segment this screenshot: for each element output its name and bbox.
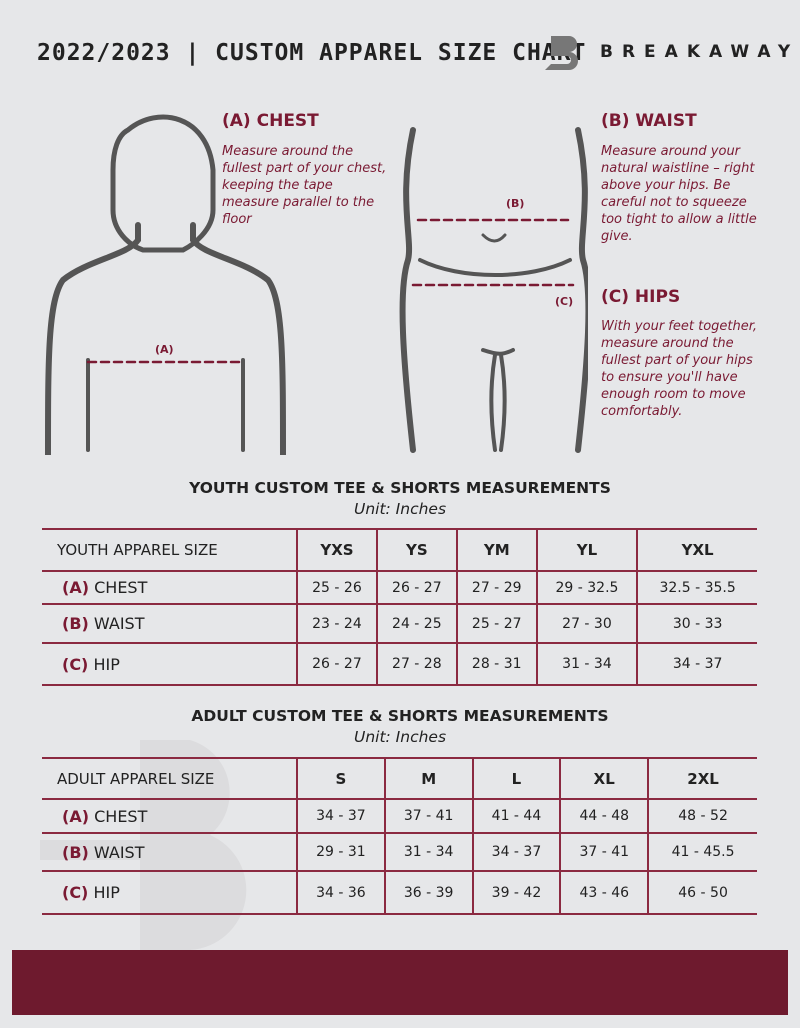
adult-section-title: ADULT CUSTOM TEE & SHORTS MEASUREMENTS — [191, 707, 609, 725]
measurement-value: 23 - 24 — [296, 603, 377, 644]
measurement-value: 24 - 25 — [375, 603, 457, 644]
youth-section-title: YOUTH CUSTOM TEE & SHORTS MEASUREMENTS — [189, 479, 611, 497]
measurement-label: (C) HIP — [42, 870, 297, 915]
page-title: 2022/2023 | CUSTOM APPAREL SIZE CHART — [37, 40, 587, 66]
measurement-value: 34 - 37 — [471, 832, 561, 872]
measurement-value: 48 - 52 — [647, 798, 757, 834]
size-header: S — [296, 757, 385, 800]
header-label: YOUTH APPAREL SIZE — [42, 528, 297, 572]
measurement-value: 26 - 27 — [375, 570, 457, 605]
measurement-tag: (B) — [62, 614, 89, 633]
table-row: (C) HIP 26 - 27 27 - 28 28 - 31 31 - 34 34 - … — [42, 642, 757, 686]
measurement-name: HIP — [93, 654, 120, 674]
size-header: 2XL — [647, 757, 757, 800]
measurement-value: 39 - 42 — [471, 870, 561, 915]
measurement-value: 34 - 37 — [296, 798, 385, 834]
table-header-row: ADULT APPAREL SIZE S M L XL 2XL — [42, 757, 757, 800]
size-header: YS — [375, 528, 457, 572]
hips-description: With your feet together, measure around … — [601, 319, 758, 419]
table-row: (A) CHEST 34 - 37 37 - 41 41 - 44 44 - 48 48 … — [42, 798, 757, 834]
measurement-value: 37 - 41 — [559, 832, 649, 872]
youth-unit: Unit: Inches — [353, 500, 447, 518]
measurement-value: 46 - 50 — [647, 870, 757, 915]
size-header: XL — [559, 757, 649, 800]
hips-heading: (C) HIPS — [601, 287, 681, 307]
measurement-tag: (C) — [62, 654, 89, 674]
measurement-tag: (C) — [62, 883, 89, 902]
measurement-value: 31 - 34 — [535, 642, 638, 686]
waist-description: Measure around your natural waistline – … — [601, 144, 757, 244]
size-header: YXL — [636, 528, 757, 572]
measurement-value: 34 - 36 — [296, 870, 385, 915]
measurement-value: 28 - 31 — [455, 642, 537, 686]
youth-size-table: YOUTH APPAREL SIZE YXS YS YM YL YXL (A) CHES… — [42, 528, 757, 686]
brand-name: BREAKAWAY — [600, 42, 800, 62]
measurement-value: 27 - 28 — [375, 642, 457, 686]
measurement-value: 26 - 27 — [296, 642, 377, 686]
measurement-tag: (A) — [62, 578, 90, 597]
table-row: (B) WAIST 29 - 31 31 - 34 34 - 37 37 - 41 41 … — [42, 832, 757, 872]
measurement-value: 27 - 29 — [455, 570, 537, 605]
size-header: YM — [455, 528, 537, 572]
measurement-value: 29 - 31 — [296, 832, 385, 872]
size-header: YL — [535, 528, 638, 572]
table-header-row: YOUTH APPAREL SIZE YXS YS YM YL YXL — [42, 528, 757, 572]
waist-marker: (B) — [506, 197, 525, 210]
size-header: L — [471, 757, 561, 800]
measurement-label: (A) CHEST — [42, 570, 297, 605]
measurement-value: 34 - 37 — [636, 642, 757, 686]
body-figure-illustration — [45, 114, 588, 455]
measurement-value: 31 - 34 — [383, 832, 473, 872]
measurement-value: 30 - 33 — [636, 603, 757, 644]
footer-bar — [12, 950, 788, 1015]
measurement-value: 29 - 32.5 — [535, 570, 638, 605]
table-row: (A) CHEST 25 - 26 26 - 27 27 - 29 29 - 32.5 3… — [42, 570, 757, 605]
size-header: YXS — [296, 528, 377, 572]
measurement-value: 32.5 - 35.5 — [636, 570, 757, 605]
measurement-value: 41 - 44 — [471, 798, 561, 834]
measurement-tag: (B) — [62, 842, 89, 862]
measurement-value: 25 - 26 — [296, 570, 377, 605]
table-row: (C) HIP 34 - 36 36 - 39 39 - 42 43 - 46 46 - … — [42, 870, 757, 915]
hips-marker: (C) — [555, 295, 574, 308]
chest-description: Measure around the fullest part of your … — [222, 144, 387, 227]
measurement-label: (A) CHEST — [42, 798, 297, 834]
measurement-name: WAIST — [93, 614, 145, 633]
measurement-value: 41 - 45.5 — [647, 832, 757, 872]
chest-heading: (A) CHEST — [222, 111, 319, 131]
chest-marker: (A) — [155, 343, 174, 356]
adult-unit: Unit: Inches — [353, 728, 447, 746]
measurement-name: CHEST — [94, 578, 148, 597]
measurement-value: 43 - 46 — [559, 870, 649, 915]
measurement-value: 25 - 27 — [455, 603, 537, 644]
measurement-tag: (A) — [62, 806, 90, 826]
measurement-name: CHEST — [94, 806, 148, 826]
measurement-label: (C) HIP — [42, 642, 297, 686]
waist-heading: (B) WAIST — [601, 111, 697, 131]
measurement-value: 37 - 41 — [383, 798, 473, 834]
measurement-name: WAIST — [93, 842, 145, 862]
measurement-label: (B) WAIST — [42, 832, 297, 872]
breakaway-logo-icon — [545, 36, 578, 70]
measurement-name: HIP — [93, 883, 120, 902]
measurement-value: 36 - 39 — [383, 870, 473, 915]
measurement-value: 27 - 30 — [535, 603, 638, 644]
adult-size-table: ADULT APPAREL SIZE S M L XL 2XL (A) CHEST 34 … — [42, 757, 757, 915]
header-label: ADULT APPAREL SIZE — [42, 757, 297, 800]
measurement-value: 44 - 48 — [559, 798, 649, 834]
measurement-label: (B) WAIST — [42, 603, 297, 644]
table-row: (B) WAIST 23 - 24 24 - 25 25 - 27 27 - 30 30 … — [42, 603, 757, 644]
size-header: M — [383, 757, 473, 800]
